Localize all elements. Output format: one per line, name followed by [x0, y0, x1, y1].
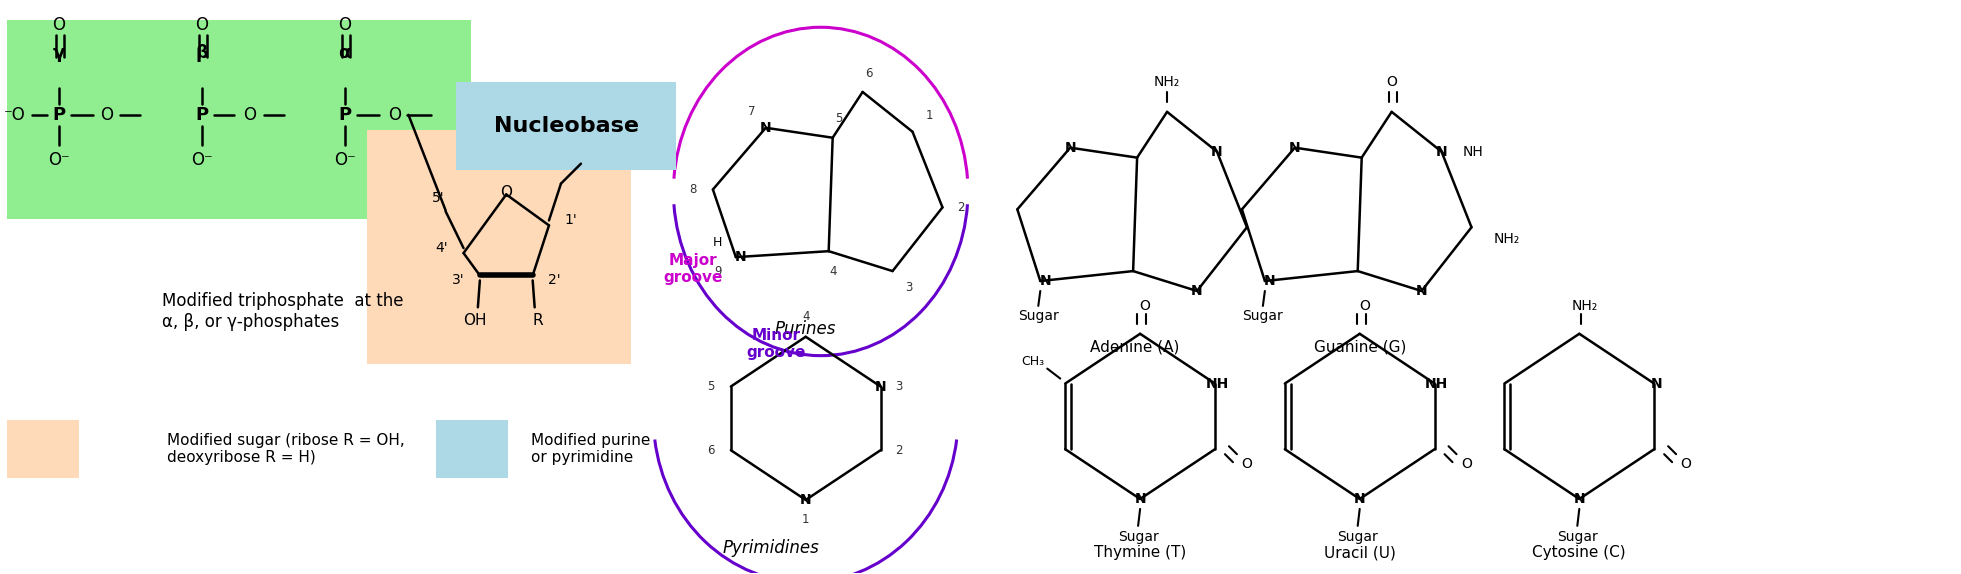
Text: N: N [1288, 141, 1300, 154]
Text: N: N [800, 493, 812, 507]
Text: NH₂: NH₂ [1153, 75, 1181, 89]
Text: 1: 1 [802, 513, 810, 526]
Text: O: O [196, 16, 208, 34]
Text: NH: NH [1426, 377, 1447, 390]
Text: 1: 1 [926, 109, 933, 122]
FancyBboxPatch shape [367, 130, 631, 363]
Text: O: O [243, 106, 257, 124]
Text: 5: 5 [708, 380, 714, 393]
Text: N: N [735, 250, 747, 264]
Text: Major
groove: Major groove [663, 253, 722, 285]
Text: 6: 6 [708, 444, 714, 457]
Text: Modified sugar (ribose R = OH,
deoxyribose R = H): Modified sugar (ribose R = OH, deoxyribo… [167, 433, 404, 466]
Text: 1': 1' [565, 214, 577, 227]
Text: O: O [500, 185, 512, 200]
Text: 5': 5' [431, 191, 445, 205]
Text: Sugar: Sugar [1243, 309, 1282, 323]
Text: α: α [339, 44, 351, 62]
Text: 4': 4' [435, 241, 447, 255]
Text: CH₃: CH₃ [1022, 355, 1045, 368]
Text: Uracil (U): Uracil (U) [1324, 545, 1396, 560]
Text: R: R [531, 313, 543, 328]
Text: O: O [388, 106, 400, 124]
Text: H: H [714, 236, 722, 249]
Text: NH₂: NH₂ [1494, 232, 1520, 246]
Text: P: P [196, 106, 208, 124]
Text: N: N [1651, 377, 1663, 390]
Text: 6: 6 [865, 67, 873, 80]
Text: O: O [53, 16, 65, 34]
Text: 3': 3' [451, 273, 465, 288]
FancyBboxPatch shape [8, 20, 471, 219]
Text: O: O [337, 16, 351, 34]
Text: Thymine (T): Thymine (T) [1094, 545, 1186, 560]
Text: Modified purine
or pyrimidine: Modified purine or pyrimidine [531, 433, 651, 466]
Text: N: N [1265, 274, 1277, 288]
Text: N: N [875, 379, 886, 394]
Text: β: β [196, 44, 208, 62]
Text: O: O [1241, 457, 1253, 471]
Text: Modified triphosphate  at the
α, β, or γ-phosphates: Modified triphosphate at the α, β, or γ-… [163, 292, 404, 331]
Text: O: O [1461, 457, 1473, 471]
Text: Sugar: Sugar [1337, 530, 1379, 544]
Text: 5: 5 [835, 113, 843, 125]
Text: 4: 4 [830, 265, 837, 278]
Text: 4: 4 [802, 311, 810, 323]
Text: Purines: Purines [775, 320, 837, 338]
Text: Nucleobase: Nucleobase [494, 116, 639, 136]
Text: O: O [100, 106, 114, 124]
Text: 2: 2 [957, 201, 965, 214]
Text: 3: 3 [894, 380, 902, 393]
Text: N: N [1190, 284, 1202, 298]
Text: N: N [1133, 492, 1145, 506]
Text: Minor
groove: Minor groove [745, 328, 806, 360]
Text: Sugar: Sugar [1118, 530, 1159, 544]
Text: P: P [53, 106, 65, 124]
Text: P: P [337, 106, 351, 124]
Text: O⁻: O⁻ [190, 150, 212, 169]
Text: O: O [1386, 75, 1396, 89]
Text: Sugar: Sugar [1018, 309, 1059, 323]
Text: γ: γ [53, 44, 65, 62]
Text: N: N [1573, 492, 1584, 506]
Text: O: O [1359, 299, 1371, 313]
Text: O: O [1139, 299, 1151, 313]
Text: N: N [1065, 141, 1077, 154]
FancyBboxPatch shape [8, 420, 78, 478]
Text: NH: NH [1463, 145, 1484, 158]
Text: OH: OH [463, 313, 486, 328]
Text: NH₂: NH₂ [1571, 299, 1598, 313]
Text: Guanine (G): Guanine (G) [1314, 339, 1406, 354]
Text: N: N [1416, 284, 1428, 298]
Text: 7: 7 [747, 106, 755, 118]
FancyBboxPatch shape [437, 420, 508, 478]
Text: Pyrimidines: Pyrimidines [722, 539, 820, 557]
FancyBboxPatch shape [457, 82, 677, 169]
Text: 2': 2' [549, 273, 561, 288]
Text: N: N [761, 121, 771, 135]
Text: ⁻O: ⁻O [4, 106, 25, 124]
Text: Sugar: Sugar [1557, 530, 1598, 544]
Text: 9: 9 [714, 265, 722, 278]
Text: Cytosine (C): Cytosine (C) [1532, 545, 1626, 560]
Text: 2: 2 [894, 444, 902, 457]
Text: N: N [1435, 145, 1447, 158]
Text: N: N [1039, 274, 1051, 288]
Text: Adenine (A): Adenine (A) [1090, 339, 1181, 354]
Text: O: O [1681, 457, 1692, 471]
Text: 8: 8 [688, 183, 696, 196]
Text: N: N [1353, 492, 1365, 506]
Text: O⁻: O⁻ [49, 150, 71, 169]
Text: N: N [1212, 145, 1224, 158]
Text: O⁻: O⁻ [333, 150, 355, 169]
Text: 3: 3 [904, 281, 912, 293]
Text: NH: NH [1206, 377, 1230, 390]
